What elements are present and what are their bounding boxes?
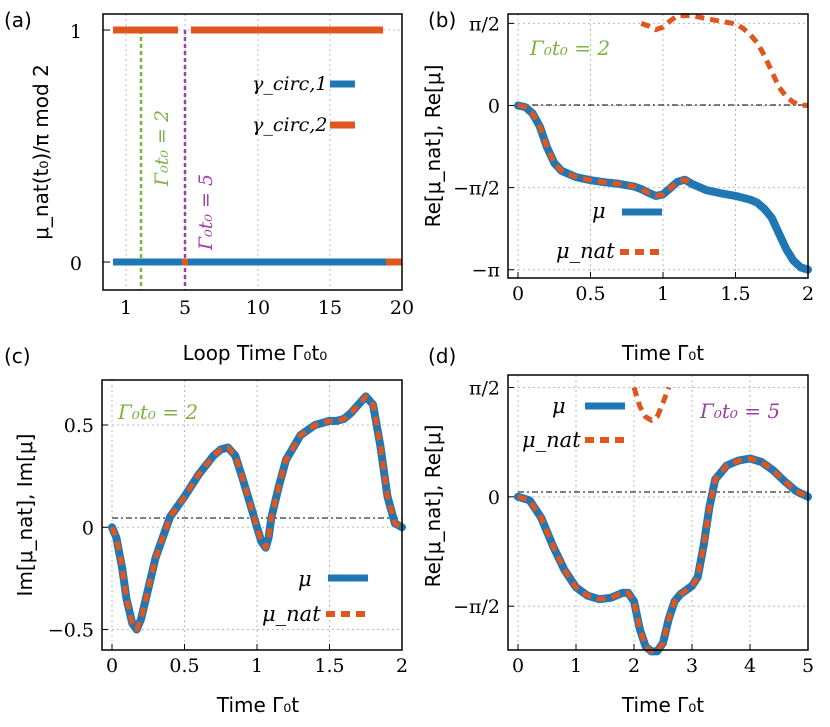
panel-d-ticks: 0 1 2 3 4 5 −π/2 0 π/2: [453, 377, 814, 677]
x-axis-label: Time Γ₀t: [621, 341, 704, 365]
y-axis-label: Re[μ_nat], Re[μ]: [421, 425, 445, 588]
legend-label-gamma1: γ_circ,1: [252, 73, 327, 95]
y-axis-label: μ_nat(t₀)/π mod 2: [29, 64, 53, 240]
xtick-label: 5: [802, 655, 814, 677]
panel-b-series: [514, 13, 812, 274]
ytick-label: −π/2: [453, 596, 500, 618]
legend-label-mu: μ: [592, 199, 606, 223]
xtick-label: 3: [686, 655, 698, 677]
xtick-label: 0: [512, 283, 524, 305]
panel-c-ticks: 0 0.5 1 1.5 2 −0.5 0 0.5: [48, 415, 408, 677]
xtick-label: 20: [390, 297, 414, 319]
xtick-label: 1: [120, 297, 132, 319]
annotation-t0-5: Γ₀t₀ = 5: [699, 399, 780, 423]
legend-label-mu: μ: [298, 567, 312, 591]
x-axis-label: Time Γ₀t: [621, 693, 704, 717]
legend-a: γ_circ,1 γ_circ,2: [252, 73, 355, 136]
series-line--0: [514, 101, 812, 274]
x-axis-label: Time Γ₀t: [216, 693, 299, 717]
vline-label-t0-2: Γ₀t₀ = 2: [151, 110, 173, 187]
xtick-label: 10: [246, 297, 270, 319]
ytick-label: −π: [472, 260, 500, 282]
xtick-label: 1: [657, 283, 669, 305]
legend-c: μ μ_nat: [262, 567, 368, 626]
annotation-t0-2: Γ₀t₀ = 2: [529, 36, 610, 60]
panel-d-frame: [507, 374, 809, 651]
legend-label-mu-nat: μ_nat: [262, 602, 321, 626]
xtick-label: 1.5: [314, 655, 344, 677]
ytick-label: π/2: [469, 377, 500, 399]
panel-c-frame: [101, 379, 403, 651]
y-axis-label: Im[μ_nat], Im[μ]: [13, 434, 37, 597]
xtick-label: 2: [628, 655, 640, 677]
ytick-label: 0: [488, 95, 500, 117]
panel-a-frame: [102, 13, 403, 291]
series-line-mu-nat-branch-2: [631, 386, 672, 423]
annotation-t0-2: Γ₀t₀ = 2: [117, 400, 198, 424]
y-axis-label: Re[μ_nat], Re[μ]: [421, 65, 445, 228]
legend-label-mu-nat: μ_nat: [556, 239, 615, 263]
ytick-label: 0: [488, 487, 500, 509]
vline-label-t0-5: Γ₀t₀ = 5: [195, 174, 217, 251]
panel-d: (d) 0 1 2 3 4 5 −π/2 0 π/2 Time Γ₀t Re[μ_nat], R…: [421, 344, 814, 717]
xtick-label: 0.5: [169, 655, 199, 677]
xtick-label: 1: [570, 655, 582, 677]
panel-c: (c) 0 0.5 1 1.5 2 −0.5 0 0.5 Time Γ₀t Im[μ_nat]…: [4, 344, 408, 717]
xtick-label: 0: [512, 655, 524, 677]
panel-b-ticks: 0 0.5 1 1.5 2 −π −π/2 0 π/2: [453, 13, 814, 305]
series-line--0: [514, 454, 812, 656]
series-line-mu-nat-branch-2: [640, 13, 809, 108]
panel-b-frame: [507, 13, 809, 279]
xtick-label: 2: [802, 283, 814, 305]
xtick-label: 2: [396, 655, 408, 677]
ytick-label: 0: [82, 517, 94, 539]
xtick-label: 1.5: [720, 283, 750, 305]
ytick-label: π/2: [469, 13, 500, 35]
panel-d-series: [514, 386, 812, 656]
series-line-nat-1: [517, 456, 810, 654]
legend-label-mu-nat: μ_nat: [522, 428, 581, 452]
panel-b: (b) 0 0.5 1 1.5 2 −π −π/2 0 π/2 Time Γ₀t Re[μ_na…: [421, 8, 814, 365]
xtick-label: 0.5: [575, 283, 605, 305]
x-axis-label: Loop Time Γ₀t₀: [183, 341, 328, 365]
legend-label-mu: μ: [552, 394, 566, 418]
ytick-label: −0.5: [48, 620, 94, 642]
xtick-label: 0: [106, 655, 118, 677]
panel-a: (a) 1 0 1 5 10 15 20 Loop Time Γ₀t₀ μ_na…: [4, 8, 414, 365]
panel-b-label: (b): [428, 8, 456, 32]
legend-d: μ μ_nat: [522, 394, 625, 452]
ytick-label: 1: [70, 21, 82, 43]
legend-b: μ μ_nat: [556, 199, 662, 263]
ytick-label: 0: [70, 253, 82, 275]
xtick-label: 4: [744, 655, 756, 677]
xtick-label: 5: [179, 297, 191, 319]
series-line-nat-1: [109, 393, 404, 632]
xtick-label: 1: [251, 655, 263, 677]
panel-a-label: (a): [4, 8, 32, 32]
legend-label-gamma2: γ_circ,2: [252, 114, 327, 136]
panel-c-series: [108, 392, 406, 634]
series-line-nat-1: [517, 103, 694, 199]
xtick-label: 15: [318, 297, 342, 319]
panel-d-label: (d): [428, 344, 456, 368]
ytick-label: −π/2: [453, 178, 500, 200]
panel-c-label: (c): [4, 344, 31, 368]
ytick-label: 0.5: [64, 415, 94, 437]
